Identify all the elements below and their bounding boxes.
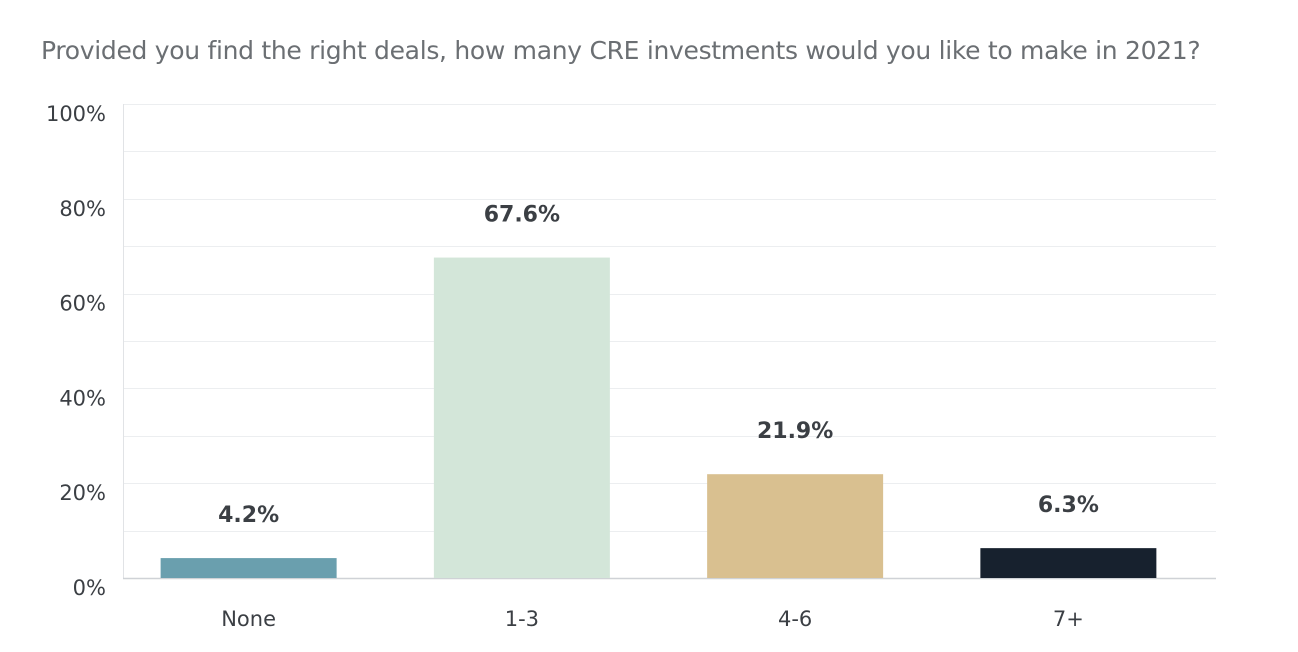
data-label: 4.2% [218,503,279,528]
data-label: 21.9% [757,419,833,444]
y-tick-label: 100% [46,102,106,126]
y-axis-ticks: 0% 20% 40% 60% 80% 100% [46,102,106,600]
bar-none [160,558,337,578]
y-tick-label: 20% [59,481,106,505]
x-tick-label: None [221,607,276,631]
data-label: 6.3% [1038,493,1099,518]
bar-1-3 [433,257,610,578]
x-tick-label: 4-6 [778,607,812,631]
axes [123,104,1216,580]
data-labels: 4.2% 67.6% 21.9% 6.3% [218,203,1099,529]
x-tick-label: 7+ [1053,607,1084,631]
y-tick-label: 80% [59,197,106,221]
y-tick-label: 0% [73,576,106,600]
bar-7- [980,548,1157,578]
chart-title: Provided you find the right deals, how m… [41,36,1201,65]
bars [160,257,1157,578]
bar-4-6 [707,474,884,578]
data-label: 67.6% [484,203,560,228]
y-tick-label: 40% [59,386,106,410]
x-axis-ticks: None 1-3 4-6 7+ [221,607,1084,631]
y-tick-label: 60% [59,292,106,316]
x-tick-label: 1-3 [505,607,539,631]
gridlines [123,104,1216,532]
